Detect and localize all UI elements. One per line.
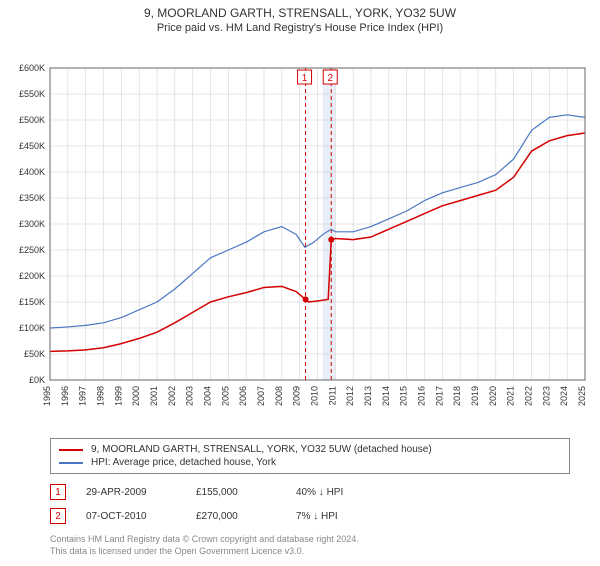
svg-text:£300K: £300K [19,219,45,229]
svg-text:2015: 2015 [399,386,409,406]
svg-text:2001: 2001 [149,386,159,406]
svg-text:2017: 2017 [434,386,444,406]
svg-text:2013: 2013 [363,386,373,406]
svg-text:2008: 2008 [274,386,284,406]
svg-text:2000: 2000 [131,386,141,406]
event-marker: 2 [50,508,66,524]
svg-text:£600K: £600K [19,63,45,73]
svg-text:1996: 1996 [60,386,70,406]
svg-text:£200K: £200K [19,271,45,281]
footer-line: This data is licensed under the Open Gov… [50,546,570,558]
svg-text:1997: 1997 [78,386,88,406]
legend-item: HPI: Average price, detached house, York [59,456,561,469]
chart: £0K £50K £100K £150K £200K £250K £300K £350K £40… [0,38,600,428]
svg-text:2: 2 [327,73,333,84]
event-delta: 7% ↓ HPI [296,511,386,522]
svg-text:2022: 2022 [524,386,534,406]
svg-text:2003: 2003 [185,386,195,406]
svg-text:2024: 2024 [559,386,569,406]
svg-text:£0K: £0K [29,375,45,385]
svg-text:2007: 2007 [256,386,266,406]
page-title: 9, MOORLAND GARTH, STRENSALL, YORK, YO32… [0,6,600,20]
event-marker: 1 [50,484,66,500]
svg-text:£450K: £450K [19,141,45,151]
svg-text:2023: 2023 [541,386,551,406]
svg-text:£100K: £100K [19,323,45,333]
svg-text:2004: 2004 [203,386,213,406]
chart-svg: £0K £50K £100K £150K £200K £250K £300K £350K £40… [0,38,600,428]
svg-text:2020: 2020 [488,386,498,406]
svg-text:2010: 2010 [310,386,320,406]
event-date: 07-OCT-2010 [86,511,176,522]
svg-text:£250K: £250K [19,245,45,255]
svg-text:2011: 2011 [327,386,337,405]
event-row: 2 07-OCT-2010 £270,000 7% ↓ HPI [50,504,570,528]
svg-text:1: 1 [302,73,308,84]
svg-text:2018: 2018 [452,386,462,406]
legend: 9, MOORLAND GARTH, STRENSALL, YORK, YO32… [50,438,570,474]
svg-text:£550K: £550K [19,89,45,99]
svg-text:2005: 2005 [220,386,230,406]
svg-text:£350K: £350K [19,193,45,203]
svg-text:2016: 2016 [417,386,427,406]
footer: Contains HM Land Registry data © Crown c… [50,534,570,557]
svg-text:2014: 2014 [381,386,391,406]
footer-line: Contains HM Land Registry data © Crown c… [50,534,570,546]
svg-text:1999: 1999 [113,386,123,406]
event-delta: 40% ↓ HPI [296,487,386,498]
svg-text:2009: 2009 [292,386,302,406]
page-subtitle: Price paid vs. HM Land Registry's House … [0,22,600,34]
event-price: £270,000 [196,511,276,522]
svg-text:£400K: £400K [19,167,45,177]
legend-item: 9, MOORLAND GARTH, STRENSALL, YORK, YO32… [59,443,561,456]
svg-text:1995: 1995 [42,386,52,406]
svg-text:2006: 2006 [238,386,248,406]
svg-text:£500K: £500K [19,115,45,125]
legend-label: 9, MOORLAND GARTH, STRENSALL, YORK, YO32… [91,444,432,455]
svg-text:1998: 1998 [96,386,106,406]
events-table: 1 29-APR-2009 £155,000 40% ↓ HPI 2 07-OCT-201… [50,480,570,528]
svg-text:2002: 2002 [167,386,177,406]
svg-text:2019: 2019 [470,386,480,406]
svg-text:2012: 2012 [345,386,355,406]
event-date: 29-APR-2009 [86,487,176,498]
legend-swatch [59,449,83,451]
svg-text:£50K: £50K [24,349,45,359]
legend-label: HPI: Average price, detached house, York [91,457,276,468]
svg-text:£150K: £150K [19,297,45,307]
svg-text:2021: 2021 [506,386,516,406]
event-row: 1 29-APR-2009 £155,000 40% ↓ HPI [50,480,570,504]
event-price: £155,000 [196,487,276,498]
svg-text:2025: 2025 [577,386,587,406]
legend-swatch [59,462,83,464]
